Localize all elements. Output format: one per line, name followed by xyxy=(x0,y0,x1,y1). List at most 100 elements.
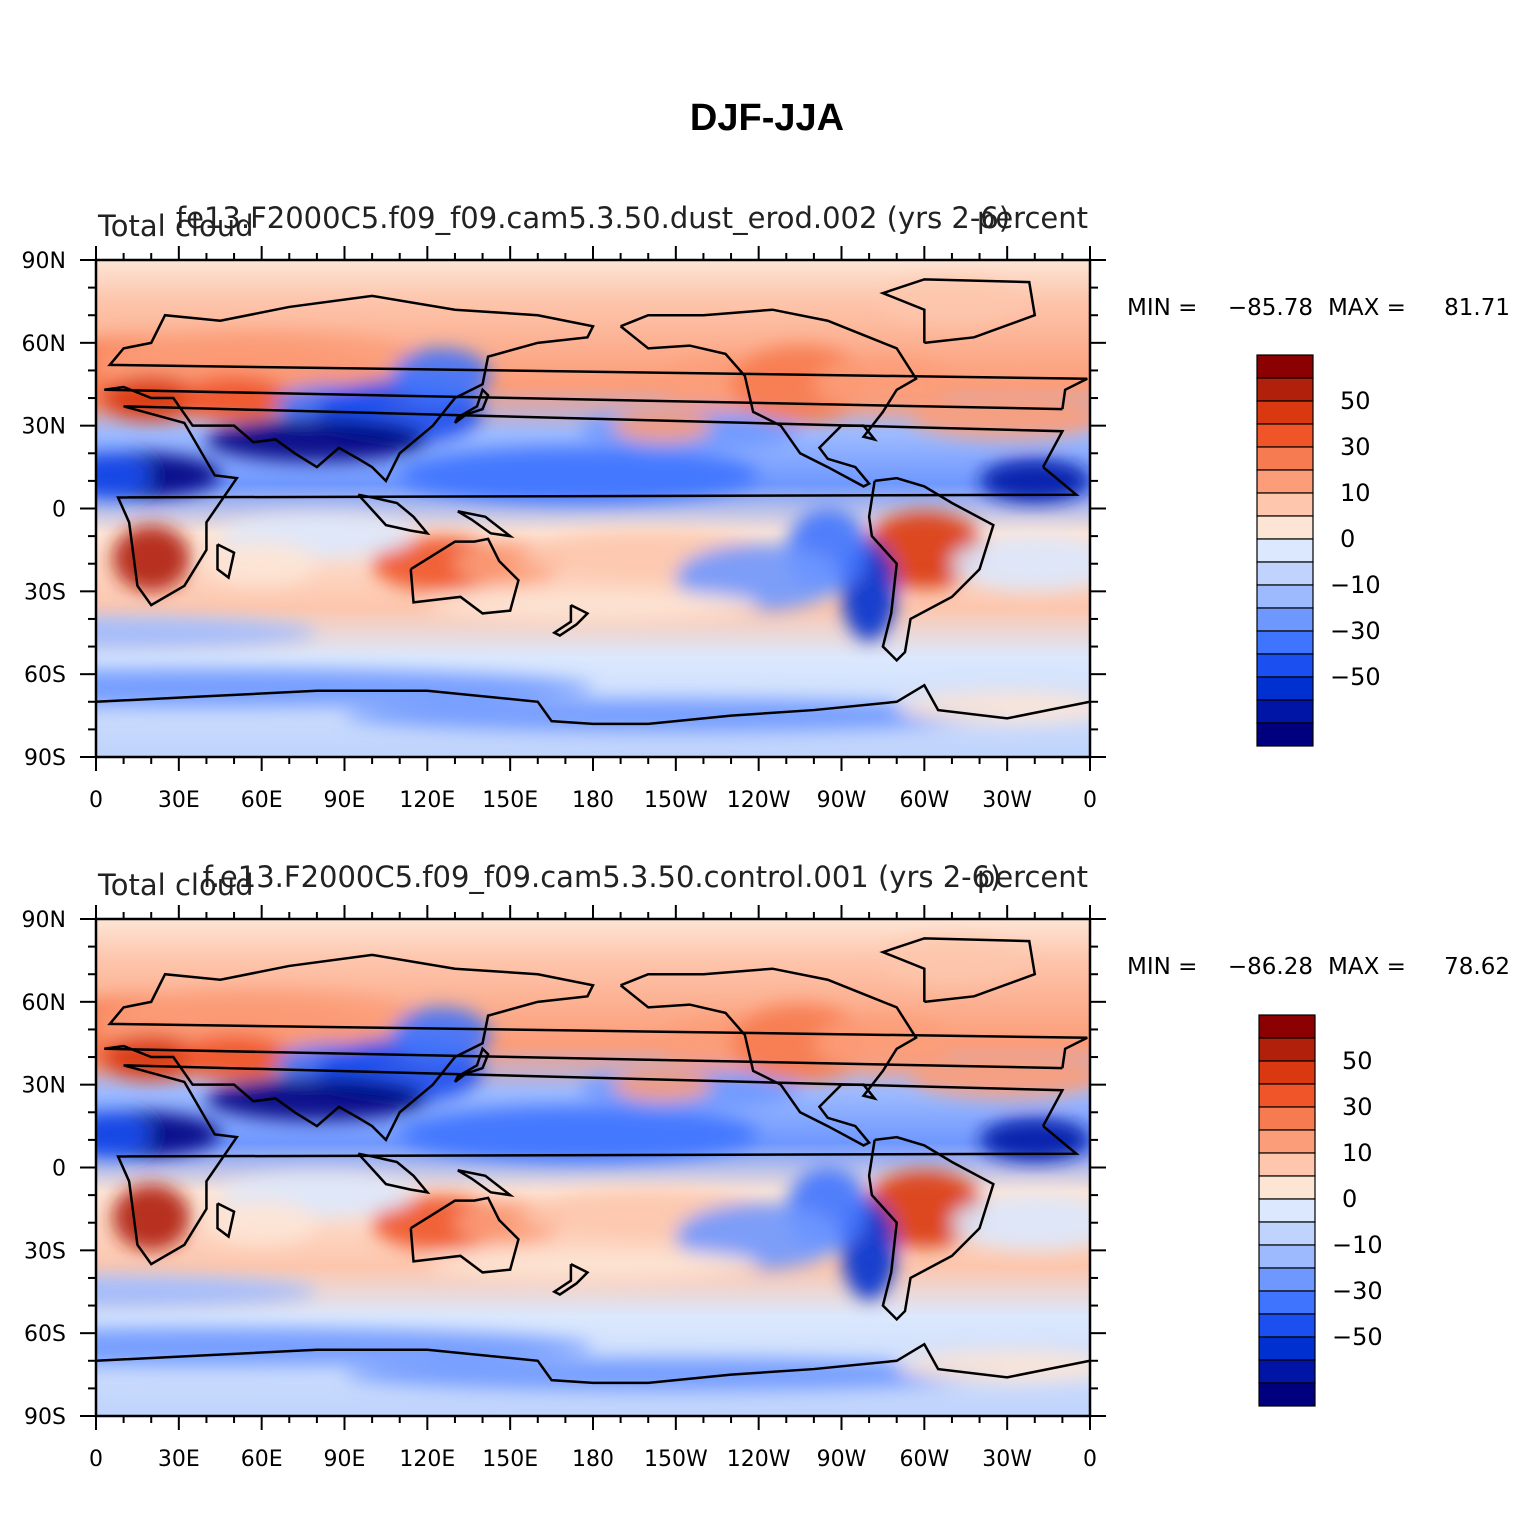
coastline xyxy=(867,1135,995,1322)
colorbar-cell xyxy=(1256,377,1314,402)
x-tick-labels: 0 30E 60E 90E 120E 150E 180 150W 120W 90W 60W 30W 0 xyxy=(89,1447,1097,1472)
coastline xyxy=(457,510,515,539)
colorbar-cell xyxy=(1256,423,1314,448)
colorbar-cell xyxy=(1256,354,1314,379)
axis-ticks xyxy=(80,905,1106,1430)
x-tick-label: 180 xyxy=(572,1447,614,1472)
x-tick-label: 150W xyxy=(644,788,708,813)
x-tick-label: 90W xyxy=(817,1447,867,1472)
x-tick-label: 120W xyxy=(727,788,791,813)
anomaly-region xyxy=(206,1076,428,1121)
panel-title-center: fe13.F2000C5.f09_f09.cam5.3.50.dust_erod… xyxy=(176,201,1010,235)
colorbar-cell xyxy=(1256,400,1314,425)
x-tick-label: 150E xyxy=(482,1447,538,1472)
colorbar-cell xyxy=(1256,584,1314,609)
y-tick-label: 0 xyxy=(52,498,66,523)
colorbar-cell xyxy=(1258,1014,1316,1039)
y-tick-label: 60N xyxy=(22,332,66,357)
min-label: MIN = xyxy=(1127,954,1197,980)
anomaly-region xyxy=(813,356,952,412)
y-tick-label: 90S xyxy=(24,1405,66,1430)
colorbar-cell xyxy=(1258,1359,1316,1384)
coastline xyxy=(619,308,918,488)
colorbar-label: −10 xyxy=(1330,571,1381,599)
max-value: 81.71 xyxy=(1444,295,1510,321)
anomaly-region xyxy=(96,668,593,708)
colorbar-label: −50 xyxy=(1332,1323,1383,1351)
colorbar-cell xyxy=(1256,538,1314,563)
x-tick-label: 30W xyxy=(982,1447,1032,1472)
y-tick-label: 90N xyxy=(22,908,66,933)
coastline xyxy=(357,493,431,536)
coastline xyxy=(116,1064,1080,1266)
colorbar-label: −10 xyxy=(1332,1231,1383,1259)
colorbar: 50 30 10 0 −10 −30 −50 xyxy=(1256,354,1381,747)
colorbar-cell xyxy=(1258,1060,1316,1085)
colorbar-cell xyxy=(1258,1221,1316,1246)
min-label: MIN = xyxy=(1127,295,1197,321)
anomaly-region xyxy=(896,690,1090,724)
x-tick-label: 120E xyxy=(399,1447,455,1472)
colorbar-label: −50 xyxy=(1330,663,1381,691)
coastline xyxy=(409,1196,520,1274)
anomaly-region xyxy=(675,544,842,611)
coastline xyxy=(457,1169,515,1198)
x-tick-label: 0 xyxy=(89,1447,103,1472)
anomaly-region xyxy=(675,1203,842,1270)
colorbar-cell xyxy=(1258,1175,1316,1200)
x-tick-label: 90E xyxy=(324,1447,366,1472)
anomaly-region xyxy=(96,616,317,650)
colorbar-label: 30 xyxy=(1340,433,1371,461)
colorbar-cell xyxy=(1256,492,1314,517)
colorbar-cell xyxy=(1258,1198,1316,1223)
y-tick-label: 60S xyxy=(24,663,66,688)
y-tick-label: 60S xyxy=(24,1322,66,1347)
y-tick-label: 30N xyxy=(22,415,66,440)
coastline xyxy=(551,604,590,637)
x-tick-label: 120W xyxy=(727,1447,791,1472)
panel-title-right: percent xyxy=(977,860,1088,894)
x-tick-label: 90E xyxy=(324,788,366,813)
coastline xyxy=(453,387,490,424)
panel-title-right: percent xyxy=(977,201,1088,235)
coastline xyxy=(104,294,1088,483)
anomaly-region xyxy=(979,1117,1090,1162)
max-label: MAX = xyxy=(1328,295,1406,321)
y-tick-label: 60N xyxy=(22,991,66,1016)
anomaly-region xyxy=(910,395,1090,440)
main-title: DJF-JJA xyxy=(690,97,844,139)
y-tick-label: 30S xyxy=(24,580,66,605)
y-tick-label: 90S xyxy=(24,746,66,771)
colorbar-cell xyxy=(1258,1037,1316,1062)
anomaly-region xyxy=(399,1106,759,1162)
coastline xyxy=(96,683,1090,726)
min-value: −86.28 xyxy=(1228,954,1313,980)
colorbar-cell xyxy=(1256,722,1314,747)
coastlines xyxy=(96,278,1090,726)
coastline xyxy=(867,476,995,663)
x-tick-label: 150W xyxy=(644,1447,708,1472)
colorbar-cell xyxy=(1256,561,1314,586)
coastline xyxy=(116,405,1080,607)
coastline xyxy=(879,278,1037,345)
x-tick-label: 30E xyxy=(158,788,200,813)
anomaly-region xyxy=(178,1034,290,1080)
colorbar-cell xyxy=(1256,607,1314,632)
anomaly-region xyxy=(896,1349,1090,1383)
max-label: MAX = xyxy=(1328,954,1406,980)
panel-title-left: Total cloud xyxy=(97,868,253,902)
x-tick-label: 30E xyxy=(158,1447,200,1472)
coastline xyxy=(619,967,918,1147)
anomaly-region xyxy=(979,458,1090,503)
coastline xyxy=(96,1342,1090,1385)
colorbar-cell xyxy=(1258,1313,1316,1338)
anomaly-region xyxy=(612,409,712,443)
x-tick-label: 90W xyxy=(817,788,867,813)
x-tick-label: 120E xyxy=(399,788,455,813)
x-tick-label: 60E xyxy=(241,1447,283,1472)
coastline xyxy=(216,543,236,580)
colorbar: 50 30 10 0 −10 −30 −50 xyxy=(1258,1014,1383,1407)
x-tick-label: 0 xyxy=(1083,1447,1097,1472)
anomaly-region xyxy=(391,348,491,404)
anomaly-region xyxy=(96,1275,317,1309)
